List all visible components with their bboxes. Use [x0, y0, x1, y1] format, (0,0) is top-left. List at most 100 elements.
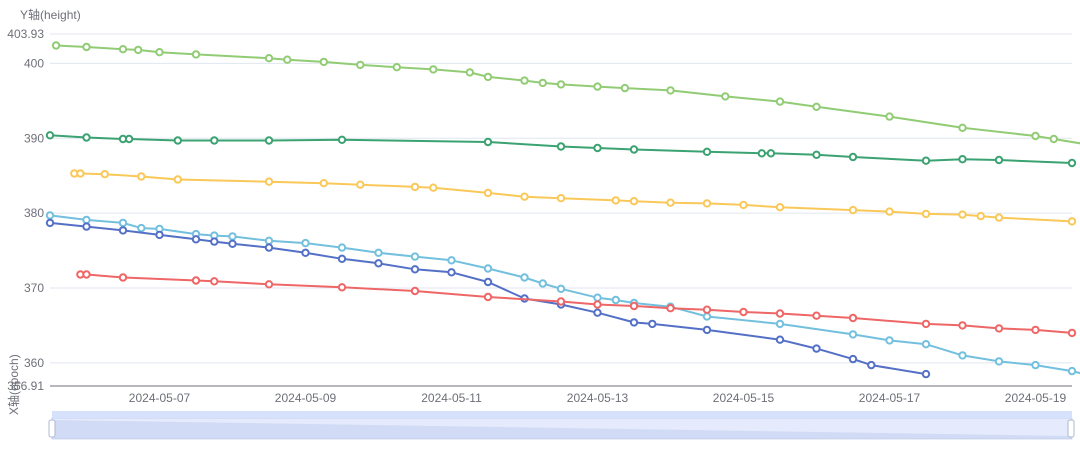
data-point[interactable] [1031, 325, 1040, 335]
data-point[interactable] [702, 325, 712, 335]
data-point[interactable] [520, 76, 529, 85]
data-point[interactable] [921, 209, 931, 219]
data-point[interactable] [885, 112, 894, 121]
data-point[interactable] [429, 65, 438, 74]
data-point[interactable] [848, 313, 858, 323]
data-point[interactable] [210, 277, 219, 286]
data-point[interactable] [556, 80, 566, 89]
data-point[interactable] [593, 293, 602, 302]
data-point[interactable] [666, 304, 675, 313]
data-point[interactable] [593, 308, 602, 317]
data-point[interactable] [958, 155, 967, 164]
data-point[interactable] [137, 223, 146, 233]
data-point[interactable] [812, 311, 821, 320]
data-point[interactable] [356, 60, 365, 70]
data-point[interactable] [374, 259, 383, 268]
data-point[interactable] [228, 232, 237, 241]
data-point[interactable] [538, 78, 547, 88]
data-point[interactable] [739, 307, 748, 317]
data-point[interactable] [337, 135, 347, 145]
data-point[interactable] [264, 177, 274, 186]
data-point[interactable] [137, 172, 146, 181]
data-point[interactable] [483, 277, 493, 287]
data-point[interactable] [666, 198, 675, 207]
data-point[interactable] [118, 45, 128, 54]
data-point[interactable] [775, 97, 785, 106]
data-point[interactable] [429, 183, 438, 192]
data-point[interactable] [483, 292, 493, 302]
data-point[interactable] [958, 351, 967, 360]
data-point[interactable] [301, 248, 310, 258]
data-point[interactable] [319, 179, 328, 188]
data-point[interactable] [1067, 158, 1077, 168]
data-point[interactable] [611, 295, 620, 305]
data-point[interactable] [173, 175, 183, 184]
data-point[interactable] [611, 196, 620, 205]
data-point[interactable] [1031, 360, 1040, 370]
data-point[interactable] [191, 50, 201, 59]
data-point[interactable] [410, 252, 420, 261]
data-point[interactable] [483, 264, 493, 273]
data-point[interactable] [629, 301, 639, 311]
data-point[interactable] [45, 211, 55, 220]
data-point[interactable] [593, 82, 602, 91]
data-point[interactable] [921, 369, 931, 379]
data-point[interactable] [702, 147, 712, 157]
data-point[interactable] [45, 131, 55, 140]
data-point[interactable] [629, 318, 639, 327]
data-point[interactable] [191, 235, 201, 244]
data-point[interactable] [301, 238, 310, 248]
data-point[interactable] [648, 319, 657, 329]
data-point[interactable] [155, 48, 164, 57]
data-point[interactable] [483, 137, 493, 147]
data-point[interactable] [702, 199, 712, 208]
data-point[interactable] [702, 312, 712, 321]
data-point[interactable] [538, 279, 547, 288]
data-point[interactable] [447, 256, 456, 265]
data-point[interactable] [210, 237, 219, 246]
data-point[interactable] [82, 133, 91, 142]
data-point[interactable] [593, 300, 602, 309]
data-point[interactable] [410, 182, 420, 192]
data-point[interactable] [410, 286, 420, 296]
data-point[interactable] [921, 156, 931, 165]
data-point[interactable] [483, 188, 493, 198]
data-point[interactable] [958, 210, 967, 219]
data-point[interactable] [118, 273, 128, 282]
data-point[interactable] [45, 218, 55, 228]
data-point[interactable] [520, 273, 529, 282]
data-point[interactable] [766, 149, 776, 158]
data-point[interactable] [994, 357, 1004, 366]
data-point[interactable] [848, 330, 858, 339]
data-point[interactable] [264, 236, 274, 246]
data-point[interactable] [465, 68, 474, 77]
data-zoom-slider[interactable] [48, 411, 1075, 440]
data-point[interactable] [757, 149, 766, 158]
data-point[interactable] [483, 72, 493, 82]
data-point[interactable] [82, 222, 91, 231]
data-point[interactable] [994, 213, 1004, 222]
data-point[interactable] [994, 155, 1004, 165]
data-point[interactable] [848, 354, 858, 364]
data-point[interactable] [210, 136, 219, 145]
data-point[interactable] [556, 194, 566, 203]
data-point[interactable] [264, 136, 274, 145]
data-point[interactable] [1049, 134, 1059, 144]
data-point[interactable] [392, 62, 401, 72]
data-point[interactable] [775, 319, 785, 329]
data-point[interactable] [134, 45, 143, 55]
data-point[interactable] [319, 57, 328, 67]
data-point[interactable] [848, 152, 858, 162]
data-zoom-move-bar[interactable] [52, 411, 1072, 418]
data-point[interactable] [264, 280, 274, 289]
data-point[interactable] [702, 305, 712, 314]
data-point[interactable] [337, 283, 347, 292]
data-point[interactable] [100, 170, 110, 179]
data-point[interactable] [173, 136, 183, 145]
data-point[interactable] [775, 309, 785, 318]
data-point[interactable] [374, 248, 383, 258]
data-point[interactable] [885, 207, 894, 216]
data-point[interactable] [51, 41, 61, 50]
data-point[interactable] [520, 192, 529, 201]
data-point[interactable] [976, 211, 985, 221]
